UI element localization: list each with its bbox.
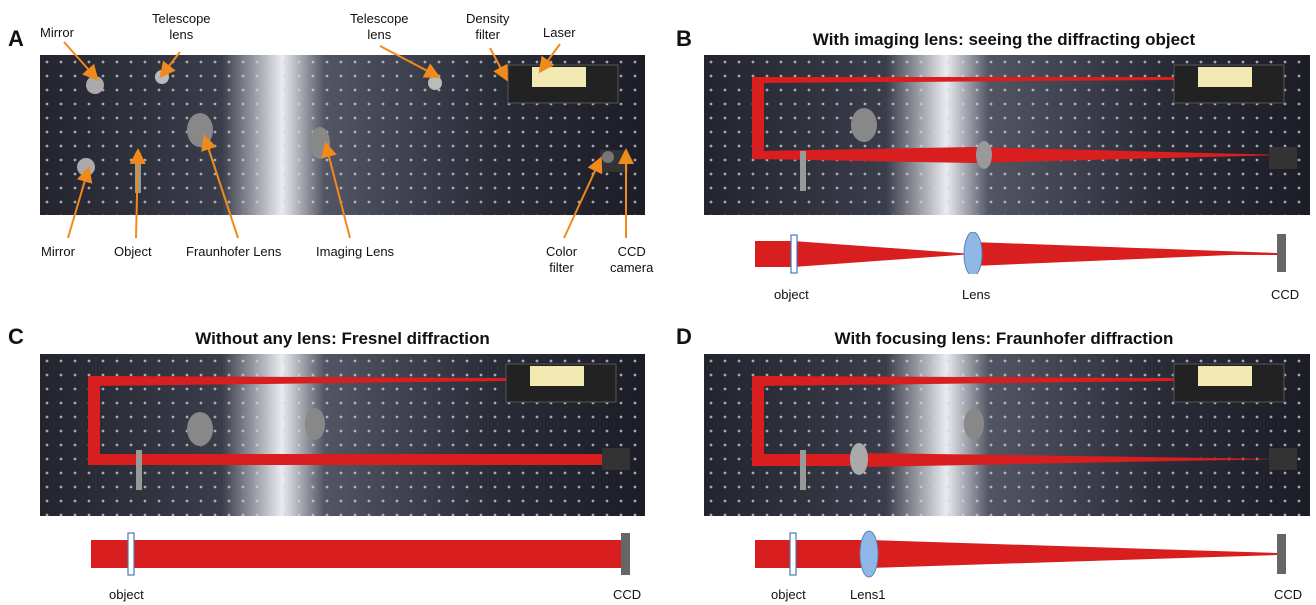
converging-beam [869,540,1277,568]
label-telescope-lens-2-line2: lens [367,27,392,42]
panel-c-ccd-label: CCD [613,587,642,602]
label-telescope-lens-2: Telescope lens [350,11,409,43]
ccd-detector [1277,234,1286,272]
label-mirror-top: Mirror [40,25,74,40]
label-telescope-lens-1-line1: Telescope [152,11,211,26]
label-color-filter-line2: filter [549,260,574,275]
label-imaging-lens: Imaging Lens [316,244,395,259]
panel-c-object-label: object [109,587,144,602]
panel-d-ccd-label: CCD [1274,587,1303,602]
panel-c-schematic [91,532,630,576]
diverging-beam [793,241,973,267]
panel-b-object-label: object [774,287,809,302]
label-density-filter-line2: filter [475,27,500,42]
panel-a-letter: A [8,26,24,51]
label-color-filter: Color filter [546,244,577,276]
label-laser: Laser [543,25,576,40]
panel-b-schematic [755,232,1286,274]
panel-d-letter: D [676,324,692,349]
label-density-filter-line1: Density [466,11,510,26]
label-object: Object [114,244,152,259]
incident-beam [755,241,793,267]
panel-b-title: With imaging lens: seeing the diffractin… [812,30,1196,49]
panel-d-lens-label: Lens1 [850,587,886,602]
panel-c-title: Without any lens: Fresnel diffraction [195,329,490,348]
object-plate [127,532,135,576]
panel-b-letter: B [676,26,692,51]
object-plate [790,234,798,274]
ccd-detector [1277,534,1286,574]
object-plate [789,532,797,576]
panel-d-photo [704,354,1310,516]
beam [91,540,623,568]
label-mirror-bottom: Mirror [41,244,75,259]
panel-b-ccd-label: CCD [1271,287,1300,302]
panel-c-letter: C [8,324,24,349]
panel-d-schematic [755,530,1286,578]
label-telescope-lens-1-line2: lens [169,27,194,42]
label-telescope-lens-2-line1: Telescope [350,11,409,26]
panel-b-lens-label: Lens [962,287,991,302]
panel-a-arrows [63,41,634,239]
panel-b-photo [704,55,1310,215]
label-fraunhofer-lens: Fraunhofer Lens [186,244,282,259]
label-density-filter: Density filter [466,11,509,43]
panel-d-object-label: object [771,587,806,602]
label-ccd-camera-line1: CCD [617,244,646,259]
label-telescope-lens-1: Telescope lens [152,11,211,43]
beam-cone-to-ccd [973,242,1277,266]
label-ccd-camera: CCD camera [610,244,653,276]
lens-shape [963,232,983,274]
panel-c-photo [40,354,645,516]
lens-shape [859,530,879,578]
incident-beam [755,540,869,568]
label-color-filter-line1: Color [546,244,578,259]
panel-d-title: With focusing lens: Fraunhofer diffracti… [834,329,1174,348]
ccd-detector [621,533,630,575]
label-ccd-camera-line2: camera [610,260,654,275]
